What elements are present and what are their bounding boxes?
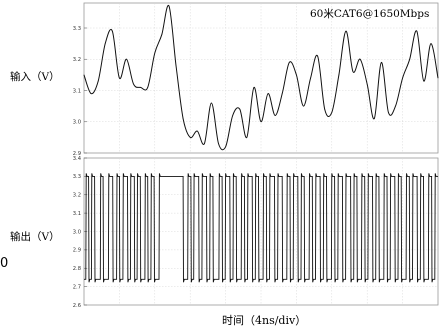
input-sample-point	[168, 5, 170, 7]
input-sample-point	[119, 77, 120, 79]
input-sample-point	[324, 108, 326, 110]
input-ytick-label: 3.1	[73, 88, 81, 94]
output-ytick-label: 2.6	[73, 303, 81, 309]
input-sample-point	[345, 30, 347, 32]
input-sample-point	[409, 58, 411, 60]
output-ytick-label: 2.9	[73, 248, 81, 254]
stray-zero-label: 0	[0, 256, 9, 271]
time-axis-label: 时间（4ns/div）	[222, 314, 307, 327]
input-sample-point	[381, 62, 382, 63]
input-sample-point	[402, 77, 403, 79]
output-ytick-label: 3.1	[73, 211, 81, 217]
input-sample-point	[111, 30, 113, 32]
input-sample-point	[161, 33, 163, 35]
input-sample-point	[218, 143, 219, 144]
input-sample-point	[140, 87, 141, 88]
input-sample-point	[296, 74, 297, 76]
input-sample-point	[366, 83, 368, 85]
input-sample-point	[373, 118, 375, 119]
input-sample-point	[253, 87, 255, 88]
input-sample-point	[196, 130, 198, 132]
output-voltage-axis-label: 输出（V）	[10, 231, 60, 243]
input-sample-point	[331, 112, 333, 113]
input-sample-point	[260, 121, 262, 123]
input-sample-point	[416, 30, 418, 32]
output-ytick-label: 3.4	[73, 156, 82, 162]
output-waveform-line	[84, 173, 438, 283]
input-sample-point	[97, 80, 99, 82]
input-sample-point	[126, 58, 127, 60]
input-sample-point	[359, 58, 361, 60]
output-ytick-label: 3.2	[73, 193, 81, 199]
input-sample-point	[83, 74, 85, 76]
input-sample-point	[182, 118, 184, 119]
input-sample-point	[437, 77, 439, 79]
input-sample-point	[204, 143, 205, 144]
input-sample-point	[310, 77, 311, 79]
input-sample-point	[430, 43, 432, 44]
input-sample-point	[288, 62, 290, 63]
input-sample-point	[303, 105, 304, 107]
input-sample-point	[281, 93, 283, 94]
input-sample-point	[232, 115, 234, 116]
input-sample-point	[246, 137, 248, 138]
output-ytick-label: 3.0	[73, 229, 81, 235]
input-sample-point	[147, 87, 149, 88]
input-sample-point	[133, 83, 134, 85]
input-ytick-label: 2.9	[73, 151, 81, 157]
input-voltage-axis-label: 输入（V）	[10, 71, 60, 83]
input-sample-point	[423, 80, 425, 82]
input-sample-point	[267, 93, 269, 94]
input-sample-point	[274, 115, 276, 116]
output-ytick-label: 2.7	[73, 284, 81, 290]
input-sample-point	[211, 102, 212, 104]
input-sample-point	[154, 52, 156, 54]
input-sample-point	[352, 71, 354, 73]
input-sample-point	[104, 43, 106, 44]
input-sample-point	[239, 108, 241, 110]
cable-spec-annotation: 60米CAT6@1650Mbps	[310, 8, 430, 20]
input-sample-point	[395, 105, 396, 107]
input-sample-point	[338, 74, 340, 76]
input-waveform-panel: 2.9 3.0 3.1 3.2 3.3	[73, 2, 439, 157]
input-sample-point	[388, 112, 389, 113]
input-sample-point	[90, 93, 92, 94]
input-sample-point	[175, 65, 177, 66]
input-ytick-label: 3.0	[73, 120, 81, 126]
output-ytick-label: 2.8	[73, 266, 81, 272]
input-sample-point	[189, 137, 191, 138]
input-sample-point	[317, 55, 318, 57]
input-sample-point	[225, 146, 226, 148]
output-waveform-panel: 2.6 2.7 2.8 2.9 3.0 3.1 3.2 3.3 3.4	[73, 156, 439, 309]
input-ytick-label: 3.3	[73, 26, 81, 32]
input-ytick-label: 3.2	[73, 57, 81, 63]
output-ytick-label: 3.3	[73, 174, 81, 180]
